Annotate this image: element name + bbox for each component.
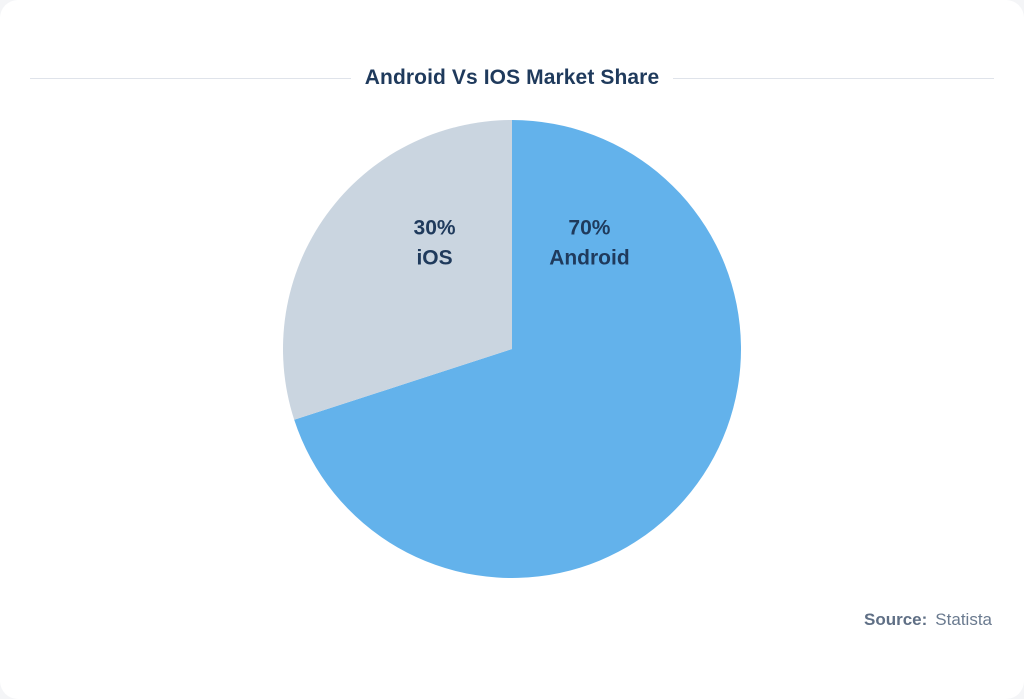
chart-title: Android Vs IOS Market Share [364,66,660,89]
pie-slice-ios [283,119,512,420]
pie-labels: 70% Android 30% iOS [414,216,630,269]
source-value: Statista [935,610,992,629]
source-note: Source: Statista [864,610,992,630]
title-rule-left [30,77,351,79]
pie-value-label-android: 70% [568,216,610,239]
title-row: Android Vs IOS Market Share [30,60,995,96]
pie-category-label-android: Android [549,246,629,269]
source-label: Source: [864,610,928,629]
title-rule-right [673,77,995,79]
pie-slices [283,119,741,578]
pie-category-label-ios: iOS [416,246,452,269]
pie-value-label-ios: 30% [414,216,456,239]
pie-slice-android [294,120,741,578]
